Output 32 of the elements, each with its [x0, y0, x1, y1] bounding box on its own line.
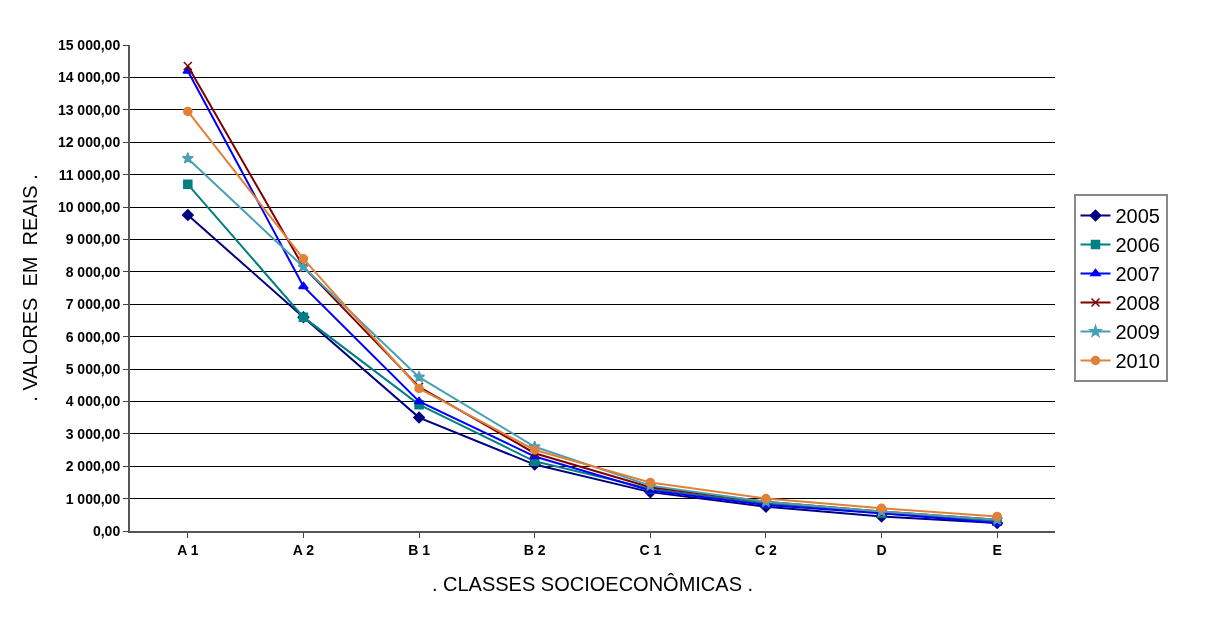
y-tick-label: 8 000,00	[65, 263, 121, 280]
y-tick-label: 12 000,00	[57, 134, 121, 151]
x-tick-label: C 1	[639, 541, 662, 558]
legend-label: 2009	[1115, 321, 1160, 344]
x-tick-label: A 2	[292, 541, 315, 558]
legend-label: 2005	[1115, 205, 1160, 228]
y-tick-label: 3 000,00	[65, 425, 121, 442]
y-tick-label: 15 000,00	[57, 36, 121, 53]
legend-label: 2006	[1115, 234, 1160, 257]
x-axis-title: . CLASSES SOCIOECONÔMICAS .	[431, 572, 754, 595]
y-tick-label: 7 000,00	[65, 296, 121, 313]
legend-label: 2008	[1115, 292, 1160, 315]
y-tick-label: 0,00	[92, 522, 121, 539]
y-tick-label: 2 000,00	[65, 458, 121, 475]
x-tick-label: B 1	[408, 541, 431, 558]
y-tick-label: 5 000,00	[65, 360, 121, 377]
y-tick-label: 11 000,00	[58, 166, 121, 183]
y-tick-label: 6 000,00	[65, 328, 121, 345]
x-tick-label: A 1	[177, 541, 199, 558]
legend-label: 2010	[1115, 350, 1160, 373]
x-tick-label: D	[876, 541, 887, 558]
x-tick-label: C 2	[755, 541, 778, 558]
legend-label: 2007	[1115, 263, 1160, 286]
y-tick-label: 1 000,00	[65, 490, 121, 507]
y-axis-title: . VALORES EM REAIS .	[18, 174, 41, 402]
y-tick-label: 9 000,00	[65, 231, 121, 248]
y-tick-label: 13 000,00	[57, 101, 121, 118]
y-tick-label: 4 000,00	[65, 393, 121, 410]
y-tick-label: 14 000,00	[57, 69, 121, 86]
x-tick-label: B 2	[523, 541, 546, 558]
x-tick-label: E	[992, 541, 1002, 558]
y-tick-label: 10 000,00	[57, 198, 121, 215]
